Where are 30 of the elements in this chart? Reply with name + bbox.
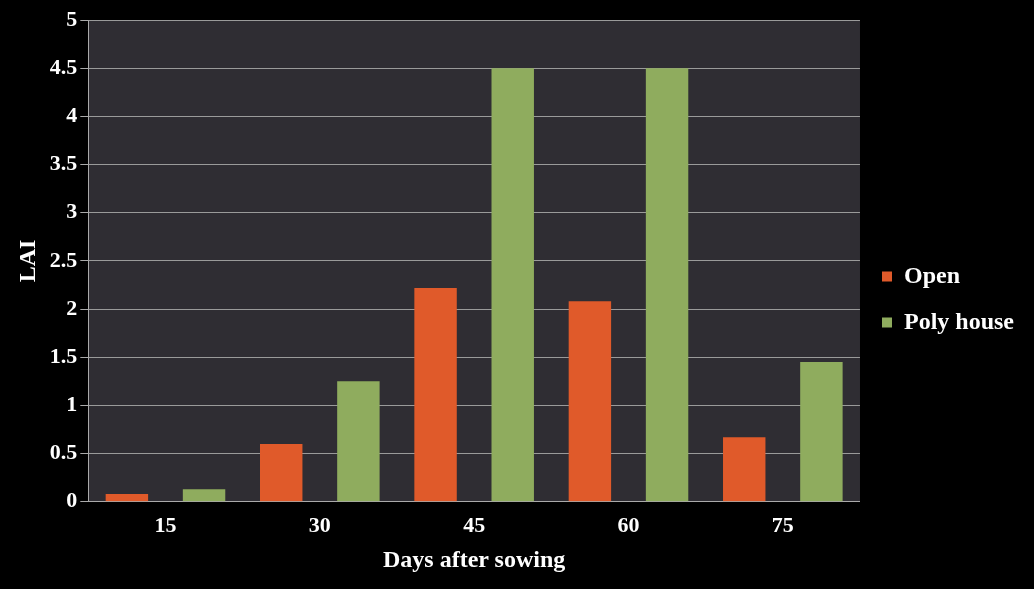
bar [568, 301, 612, 502]
bar [491, 68, 534, 502]
bar [414, 287, 457, 502]
y-axis-title: LAI [13, 239, 40, 283]
x-axis-title: Days after sowing [383, 545, 566, 572]
y-tick-label: 3.5 [49, 150, 78, 176]
x-tick-label: 60 [617, 511, 640, 537]
y-tick-label: 1.5 [49, 342, 78, 368]
y-tick-label: 0 [66, 487, 78, 513]
x-tick-label: 30 [308, 511, 331, 537]
x-tick-label: 45 [463, 511, 486, 537]
y-tick-label: 5 [66, 5, 78, 31]
bar [182, 489, 226, 502]
y-tick-label: 4 [66, 102, 78, 128]
legend-label: Open [903, 261, 960, 288]
y-tick-label: 2.5 [49, 246, 78, 272]
y-tick-label: 4.5 [49, 53, 78, 79]
bar [337, 381, 380, 502]
y-tick-label: 1 [66, 391, 78, 417]
y-tick-label: 2 [66, 294, 78, 320]
x-tick-label: 75 [771, 511, 794, 537]
bar [723, 437, 766, 502]
bar [105, 494, 149, 502]
bar [260, 443, 303, 502]
y-tick-label: 0.5 [49, 439, 78, 465]
x-tick-label: 15 [154, 511, 177, 537]
legend-label: Poly house [903, 307, 1015, 334]
bar [800, 362, 843, 502]
bar [645, 68, 689, 502]
y-tick-label: 3 [66, 198, 78, 224]
